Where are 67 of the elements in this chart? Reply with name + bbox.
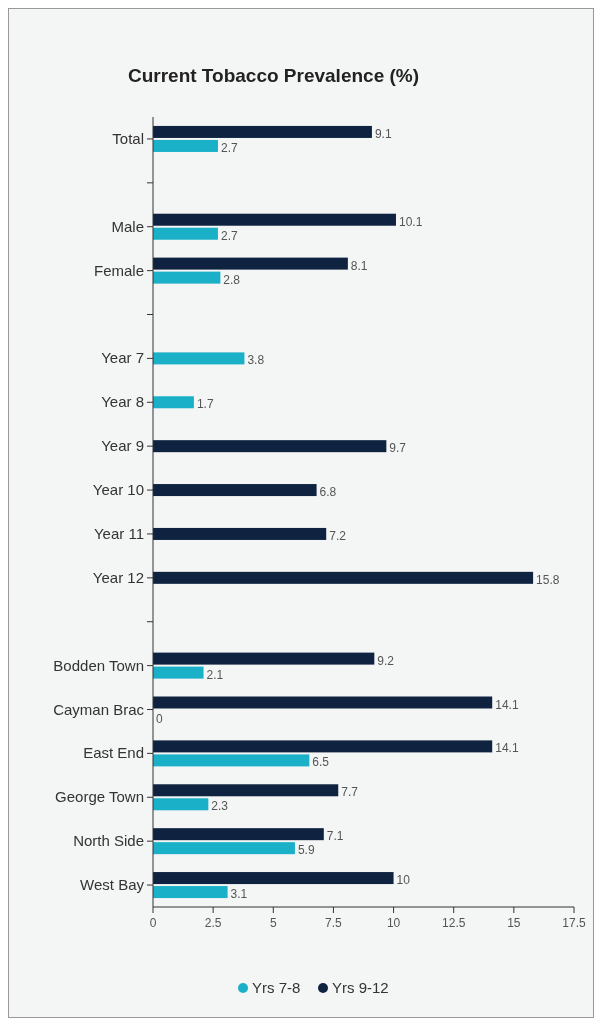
bar — [153, 652, 375, 665]
y-tick-label: Year 10 — [92, 481, 144, 499]
bar — [153, 784, 339, 797]
data-label: 7.1 — [326, 829, 344, 844]
x-tick-label: 17.5 — [562, 916, 586, 930]
legend-label: Yrs 9-12 — [332, 979, 389, 996]
data-label: 6.5 — [312, 755, 330, 770]
y-tick-label: Year 7 — [101, 349, 144, 367]
data-label: 9.2 — [377, 653, 395, 668]
data-label: 14.1 — [495, 697, 519, 712]
bar — [153, 740, 493, 753]
bar — [153, 666, 204, 679]
x-tick-label: 2.5 — [204, 916, 222, 930]
data-label: 2.8 — [223, 272, 241, 287]
y-tick-label: Male — [111, 217, 144, 235]
bar — [153, 754, 310, 767]
data-label: 9.7 — [389, 441, 407, 456]
y-tick-label: East End — [83, 744, 144, 762]
x-tick-label: 0 — [149, 916, 157, 930]
y-tick-label: Cayman Brac — [53, 700, 145, 718]
y-tick-label: Year 9 — [101, 437, 144, 455]
x-tick-label: 15 — [507, 916, 521, 930]
data-label: 7.2 — [329, 528, 347, 543]
x-tick-label: 10 — [386, 916, 401, 930]
bar — [153, 227, 218, 240]
y-tick-label: Bodden Town — [53, 656, 144, 674]
data-label: 2.3 — [211, 799, 229, 814]
data-label: 3.1 — [230, 887, 248, 902]
bar — [153, 125, 372, 138]
bar — [153, 872, 394, 885]
bar — [153, 842, 295, 855]
data-label: 10.1 — [398, 214, 423, 229]
data-label: 2.1 — [206, 667, 224, 682]
data-label: 2.7 — [220, 140, 238, 155]
data-label: 3.8 — [247, 353, 265, 368]
bar — [153, 271, 221, 284]
y-tick-label: Total — [112, 129, 144, 147]
x-tick-label: 7.5 — [325, 916, 343, 930]
x-tick-label: 5 — [269, 916, 277, 930]
data-label: 0 — [156, 711, 163, 726]
data-label: 7.7 — [341, 785, 359, 800]
y-tick-label: Year 11 — [93, 524, 144, 542]
x-tick-label: 12.5 — [442, 916, 466, 930]
chart-title: Current Tobacco Prevalence (%) — [127, 65, 420, 86]
bar — [153, 798, 209, 811]
y-tick-label: Year 8 — [101, 393, 144, 411]
data-label: 6.8 — [319, 485, 337, 500]
bar — [153, 139, 218, 152]
y-tick-label: Female — [93, 261, 144, 279]
data-label: 1.7 — [196, 397, 214, 412]
data-label: 5.9 — [297, 843, 315, 858]
legend-label: Yrs 7-8 — [252, 979, 301, 996]
y-tick-label: North Side — [73, 832, 144, 850]
y-tick-label: George Town — [55, 788, 144, 806]
data-label: 10 — [396, 873, 411, 888]
data-label: 8.1 — [350, 258, 368, 273]
y-tick-label: Year 12 — [92, 568, 144, 586]
data-label: 15.8 — [536, 572, 560, 587]
bar — [153, 696, 493, 709]
bar — [153, 828, 324, 841]
y-tick-label: West Bay — [80, 876, 145, 894]
bar — [153, 886, 228, 899]
bar — [153, 213, 396, 226]
bar — [153, 257, 348, 270]
data-label: 9.1 — [374, 126, 392, 141]
data-label: 14.1 — [495, 741, 519, 756]
data-label: 2.7 — [220, 228, 238, 243]
